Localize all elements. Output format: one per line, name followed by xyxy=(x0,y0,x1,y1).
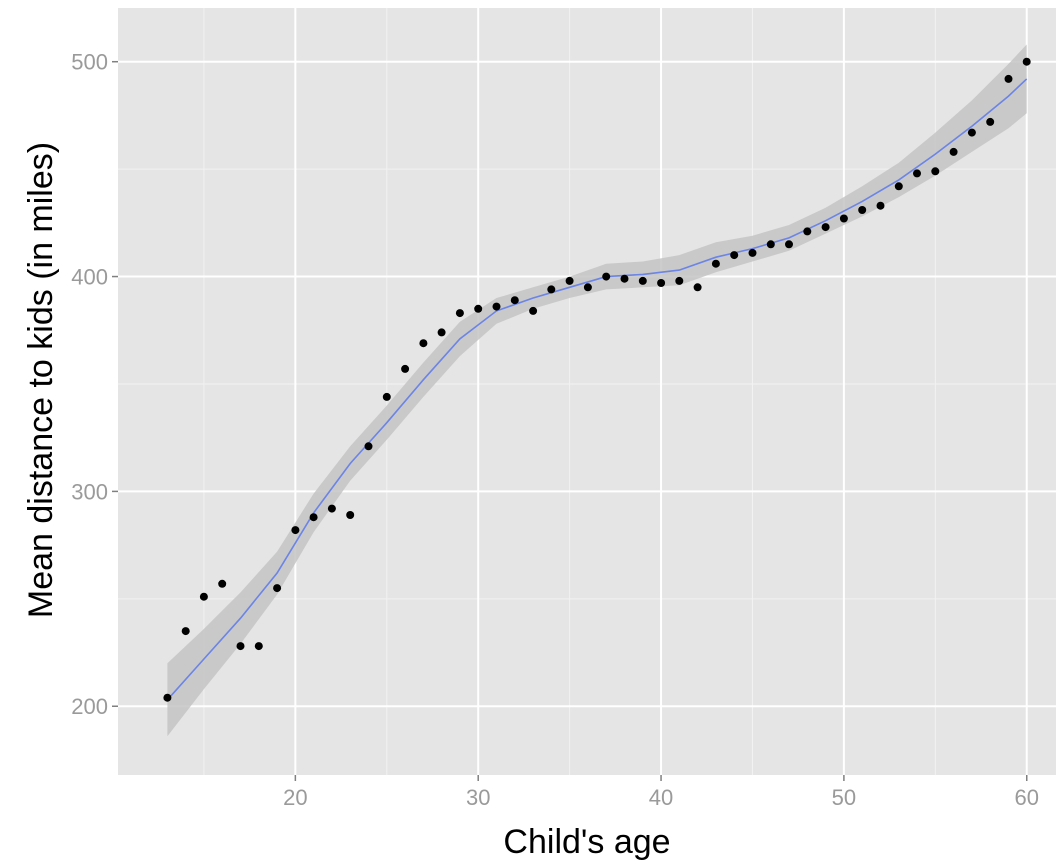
data-point xyxy=(803,227,812,236)
data-point xyxy=(510,296,519,305)
data-point xyxy=(657,279,666,287)
data-point xyxy=(273,584,282,593)
data-point xyxy=(218,579,227,588)
y-tick-label: 500 xyxy=(71,50,108,75)
data-point xyxy=(364,442,373,451)
gridlines xyxy=(118,8,1056,775)
data-point xyxy=(894,182,903,191)
data-point xyxy=(1004,74,1013,83)
plot-panel xyxy=(118,8,1056,775)
data-point xyxy=(876,201,885,210)
data-point xyxy=(949,147,958,156)
data-point xyxy=(986,117,995,126)
data-point xyxy=(858,206,867,214)
x-tick-label: 50 xyxy=(832,785,856,810)
data-point xyxy=(675,276,684,285)
data-point xyxy=(913,169,921,178)
data-point xyxy=(291,526,300,535)
data-point xyxy=(455,309,464,318)
data-point xyxy=(254,642,263,651)
confidence-band-layer xyxy=(167,44,1027,737)
data-point xyxy=(419,339,428,348)
data-point xyxy=(1022,57,1031,66)
data-point xyxy=(236,642,245,651)
y-tick-label: 200 xyxy=(71,694,108,719)
x-tick-label: 30 xyxy=(466,785,490,810)
confidence-band xyxy=(167,44,1027,737)
data-point xyxy=(437,328,446,337)
data-point xyxy=(181,627,190,636)
data-point xyxy=(309,513,318,522)
x-axis-title: Child's age xyxy=(503,823,670,861)
data-point xyxy=(711,259,720,268)
x-tick-label: 60 xyxy=(1015,785,1039,810)
data-point xyxy=(346,511,355,519)
y-axis-ticks: 200 300 400 500 xyxy=(71,50,118,719)
data-point xyxy=(529,306,538,315)
data-point xyxy=(163,693,172,702)
data-point xyxy=(967,128,976,137)
data-point xyxy=(401,364,410,373)
data-point xyxy=(839,214,848,223)
data-point xyxy=(766,240,775,249)
data-point xyxy=(931,167,940,176)
data-point xyxy=(748,248,757,257)
data-point xyxy=(638,276,647,285)
y-tick-label: 400 xyxy=(71,265,108,290)
data-point xyxy=(199,592,208,601)
x-axis-ticks: 20 30 40 50 60 xyxy=(283,775,1039,810)
data-point xyxy=(785,240,793,249)
data-point xyxy=(474,304,483,313)
data-point xyxy=(693,283,702,292)
data-point xyxy=(382,392,391,401)
data-point xyxy=(602,272,611,281)
data-point xyxy=(547,285,556,294)
y-axis-title: Mean distance to kids (in miles) xyxy=(22,142,60,618)
data-point xyxy=(565,276,574,285)
data-point xyxy=(327,504,336,513)
data-point xyxy=(730,251,739,260)
x-tick-label: 40 xyxy=(649,785,673,810)
x-tick-label: 20 xyxy=(283,785,307,810)
y-tick-label: 300 xyxy=(71,479,108,504)
data-point xyxy=(583,283,592,292)
data-point xyxy=(620,274,629,283)
data-point xyxy=(821,223,830,232)
points-layer xyxy=(163,57,1031,702)
data-point xyxy=(492,302,501,311)
